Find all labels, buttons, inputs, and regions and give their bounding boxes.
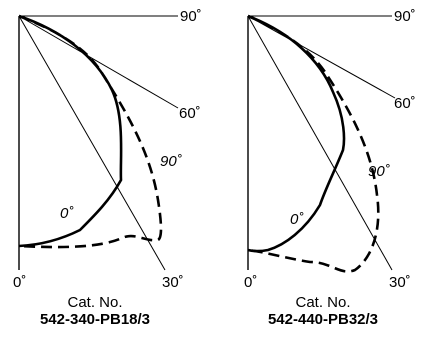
curve-label-0: 0˚ — [290, 211, 304, 228]
ray-60 — [247, 15, 396, 99]
curve-0 — [247, 14, 346, 253]
ray-60 — [18, 15, 179, 109]
polar-diagram-1: 90˚ 60˚ 30˚ 0˚ 90˚ 0˚ — [13, 8, 202, 291]
angle-label-90: 90˚ — [394, 8, 416, 25]
cat-label: Cat. No. — [67, 294, 123, 311]
cat-number: 542-440-PB32/3 — [267, 311, 379, 328]
curve-90 — [247, 14, 380, 273]
ray-30 — [18, 15, 166, 271]
angle-label-0: 0˚ — [244, 274, 257, 291]
cat-number: 542-340-PB18/3 — [39, 311, 151, 328]
curve-label-90: 90˚ — [160, 153, 183, 170]
angle-label-60: 60˚ — [394, 95, 416, 112]
catalog-block-1: Cat. No. 542-340-PB18/3 — [0, 294, 190, 328]
catalog-block-2: Cat. No. 542-440-PB32/3 — [228, 294, 418, 328]
angle-label-30: 30˚ — [389, 274, 411, 291]
cat-label: Cat. No. — [295, 294, 351, 311]
ray-30 — [247, 15, 393, 271]
curve-90 — [18, 14, 163, 249]
angle-label-0: 0˚ — [13, 274, 26, 291]
polar-diagram-2: 90˚ 60˚ 30˚ 0˚ 90˚ 0˚ — [244, 8, 416, 291]
curve-label-90: 90˚ — [368, 163, 391, 180]
curve-label-0: 0˚ — [60, 205, 74, 222]
angle-label-30: 30˚ — [162, 274, 184, 291]
angle-label-90: 90˚ — [180, 8, 202, 25]
angle-label-60: 60˚ — [179, 105, 201, 122]
